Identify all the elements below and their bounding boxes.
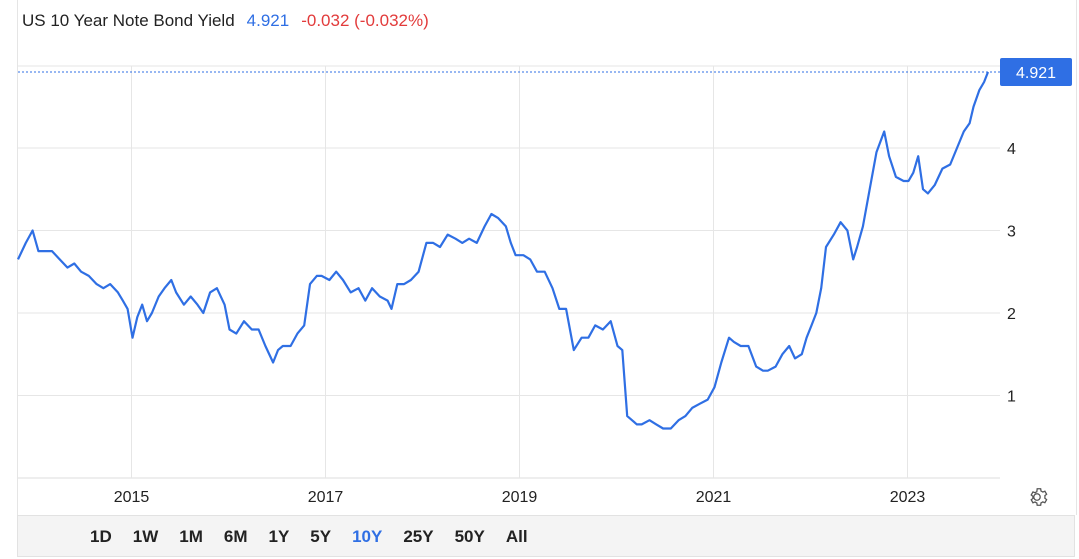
price-change: -0.032 (-0.032%): [301, 11, 429, 30]
x-tick-label: 2015: [114, 489, 150, 506]
x-tick-label: 2019: [502, 489, 538, 506]
last-value-label: 4.921: [1016, 65, 1056, 82]
y-tick-label: 4: [1007, 141, 1016, 158]
y-tick-label: 2: [1007, 306, 1016, 323]
range-tab-1m[interactable]: 1M: [179, 527, 203, 546]
y-tick-label: 1: [1007, 388, 1016, 405]
last-value-tag: [1000, 58, 1072, 86]
range-tab-1y[interactable]: 1Y: [268, 527, 290, 546]
x-tick-label: 2017: [308, 489, 344, 506]
chart-frame: [17, 0, 1077, 515]
x-tick-label: 2021: [696, 489, 732, 506]
y-tick-label: 3: [1007, 223, 1016, 240]
gear-icon[interactable]: [1026, 486, 1048, 508]
range-tab-25y[interactable]: 25Y: [403, 527, 434, 546]
range-tab-1w[interactable]: 1W: [132, 527, 159, 546]
tick-labels: 1 2 3 4 2015 2017 2019 2021 2023: [114, 141, 1016, 506]
range-tab-1d[interactable]: 1D: [90, 527, 112, 546]
x-tick-label: 2023: [890, 489, 926, 506]
grid-lines: [18, 65, 1000, 479]
range-tab-5y[interactable]: 5Y: [310, 527, 332, 546]
range-tab-50y[interactable]: 50Y: [454, 527, 485, 546]
range-tab-10y[interactable]: 10Y: [352, 527, 383, 546]
range-bar: 1D 1W 1M 6M 1Y 5Y 10Y 25Y 50Y All: [17, 515, 1075, 557]
range-tab-all[interactable]: All: [505, 527, 528, 546]
chart-title: US 10 Year Note Bond Yield: [22, 11, 235, 30]
yield-line-chart[interactable]: 1 2 3 4 2015 2017 2019 2021 2023 4.921: [0, 0, 1079, 515]
range-tab-6m[interactable]: 6M: [223, 527, 248, 546]
range-tabs: 1D 1W 1M 6M 1Y 5Y 10Y 25Y 50Y All: [90, 516, 549, 558]
current-price: 4.921: [246, 11, 290, 30]
series-line[interactable]: [17, 71, 990, 430]
chart-header: US 10 Year Note Bond Yield 4.921 -0.032 (-…: [22, 11, 441, 31]
